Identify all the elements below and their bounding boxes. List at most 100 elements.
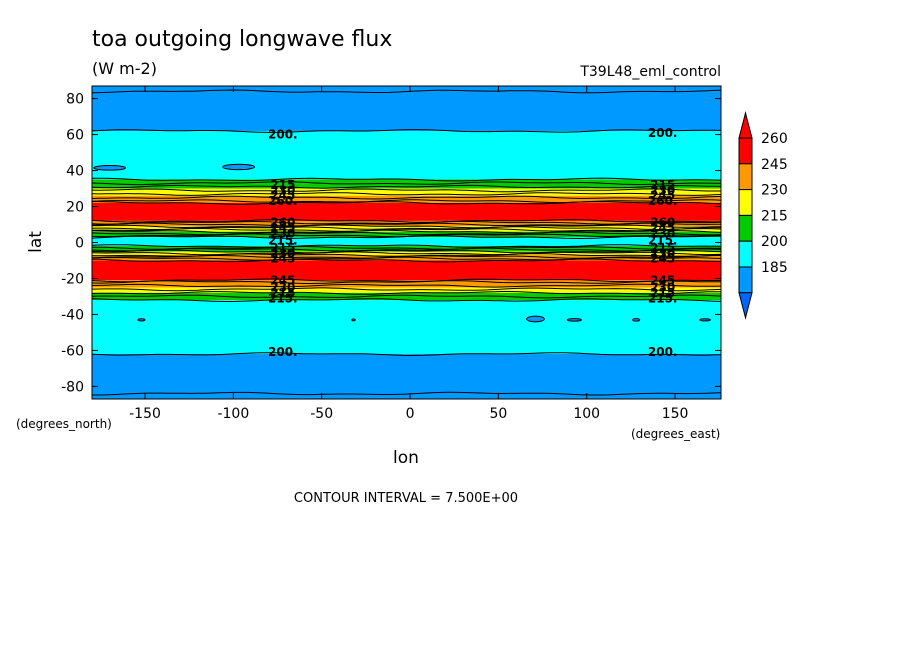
x-tick-label-5: 100 xyxy=(573,406,600,422)
contour-label-12: 230 xyxy=(270,227,295,241)
contour-label-29: 230 xyxy=(650,280,675,294)
contour-label-2: 215 xyxy=(270,178,295,192)
contour-line-7 xyxy=(92,195,721,200)
contour-line-28 xyxy=(92,258,721,263)
contour-label-32: 200. xyxy=(268,345,298,359)
contour-interval-note: CONTOUR INTERVAL = 7.500E+00 xyxy=(294,491,518,506)
contour-blob-0 xyxy=(93,165,127,171)
contour-line-24 xyxy=(92,251,721,256)
contour-label-25: 230 xyxy=(270,280,295,294)
contour-label-0: 200. xyxy=(268,128,298,142)
x-axis-ticks: -150 -100 -50 0 50 100 150 xyxy=(129,86,688,422)
x-tick-label-1: -100 xyxy=(217,406,249,422)
contour-label-20: 245 xyxy=(270,252,295,266)
contour-label-19: 230 xyxy=(270,246,295,260)
y-axis-label: lat xyxy=(26,231,46,253)
contour-blob-4 xyxy=(526,315,545,323)
colorbar-label-5: 185 xyxy=(761,260,788,276)
contour-line-8 xyxy=(92,199,721,204)
contour-line-22 xyxy=(92,247,721,252)
colorbar-swatch-3 xyxy=(738,214,753,242)
x-tick-label-4: 50 xyxy=(489,406,507,422)
contour-line-36 xyxy=(92,352,721,357)
colorbar-label-1: 245 xyxy=(761,157,788,173)
colorbar: 260 245 230 215 200 185 xyxy=(738,111,788,320)
contour-line-32 xyxy=(92,287,721,292)
contour-line-26 xyxy=(92,255,721,259)
contour-label-4: 245 xyxy=(270,189,295,203)
flux-band-5 xyxy=(92,202,721,221)
contour-line-17 xyxy=(92,231,721,236)
x-tick-label-0: -150 xyxy=(129,406,161,422)
contour-blob-5 xyxy=(566,318,582,322)
y-tick-label-5: -20 xyxy=(61,271,84,287)
y-tick-label-4: 0 xyxy=(75,236,84,252)
contour-line-4 xyxy=(92,184,721,189)
x-tick-label-3: 0 xyxy=(406,406,415,422)
contour-line-12 xyxy=(92,222,721,227)
colorbar-bottom-arrow xyxy=(738,292,753,320)
contour-label-22: 230 xyxy=(650,246,675,260)
contour-blob-7 xyxy=(699,318,711,322)
colorbar-top-arrow xyxy=(738,111,753,139)
contour-label-27: 215. xyxy=(268,291,298,305)
contour-label-8: 245 xyxy=(650,189,675,203)
y-tick-label-2: 40 xyxy=(66,164,84,180)
y-units-label: (degrees_north) xyxy=(16,417,112,431)
contour-label-30: 215 xyxy=(650,286,675,300)
contour-line-20 xyxy=(92,244,721,248)
y-axis-ticks: 80 60 40 20 0 -20 -40 -60 -80 xyxy=(61,92,721,395)
flux-band-10 xyxy=(92,246,721,252)
colorbar-swatch-1 xyxy=(738,163,753,191)
contour-labels: 200. 200.215230245260.215230245260.260245… xyxy=(268,126,677,359)
contour-label-21: 215 xyxy=(650,241,675,255)
contour-lines xyxy=(92,89,721,396)
contour-label-31: 215. xyxy=(648,291,678,305)
contour-line-29 xyxy=(92,278,721,283)
contour-line-10 xyxy=(92,219,721,223)
contour-label-17: 215. xyxy=(648,234,678,248)
flux-band-9 xyxy=(92,237,721,247)
contour-line-1 xyxy=(92,129,721,133)
y-tick-label-6: -40 xyxy=(61,307,84,323)
contour-line-0 xyxy=(92,89,721,94)
x-tick-label-6: 150 xyxy=(662,406,689,422)
contour-label-6: 215 xyxy=(650,178,675,192)
flux-band-4 xyxy=(92,195,721,203)
contour-label-10: 260 xyxy=(270,216,295,230)
contour-line-5 xyxy=(92,188,721,193)
contour-label-1: 200. xyxy=(648,126,678,140)
contour-line-13 xyxy=(92,224,721,229)
chart-title: toa outgoing longwave flux xyxy=(92,27,392,52)
contour-line-23 xyxy=(92,249,721,254)
contour-line-21 xyxy=(92,246,721,250)
contour-line-30 xyxy=(92,280,721,284)
contour-line-35 xyxy=(92,298,721,302)
contour-line-3 xyxy=(92,181,721,186)
contour-line-37 xyxy=(92,391,721,396)
contour-line-19 xyxy=(92,235,721,240)
contour-line-27 xyxy=(92,256,721,261)
x-tick-label-2: -50 xyxy=(310,406,333,422)
contour-blob-6 xyxy=(632,318,641,322)
flux-band-13 xyxy=(92,260,721,281)
contour-label-28: 245 xyxy=(650,273,675,287)
contour-blobs xyxy=(93,163,711,323)
contour-label-7: 230 xyxy=(650,183,675,197)
contour-line-33 xyxy=(92,291,721,295)
flux-band-14 xyxy=(92,280,721,288)
flux-band-3 xyxy=(92,188,721,196)
contour-label-23: 245 xyxy=(650,252,675,266)
colorbar-swatch-5 xyxy=(738,266,753,294)
contour-label-3: 230 xyxy=(270,183,295,197)
y-tick-label-7: -60 xyxy=(61,343,84,359)
contour-label-5: 260. xyxy=(268,194,298,208)
run-label: T39L48_eml_control xyxy=(579,64,721,80)
contour-blob-2 xyxy=(137,318,146,322)
colorbar-swatch-4 xyxy=(738,240,753,268)
contour-label-24: 245 xyxy=(270,273,295,287)
y-tick-label-1: 60 xyxy=(66,128,84,144)
colorbar-label-4: 200 xyxy=(761,234,788,250)
contour-line-34 xyxy=(92,294,721,299)
